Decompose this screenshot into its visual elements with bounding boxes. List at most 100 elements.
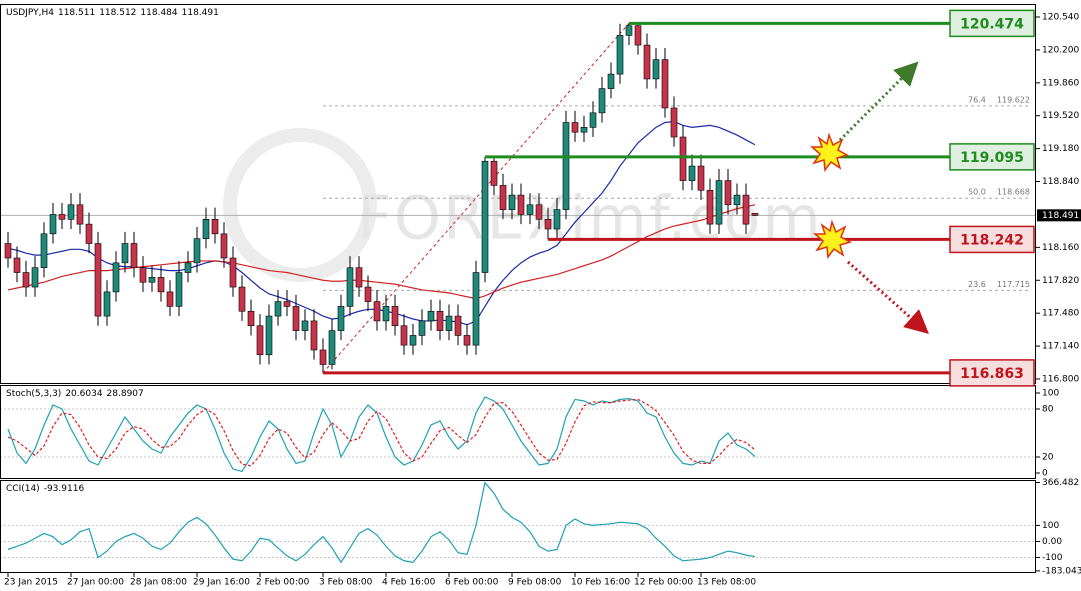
indicator-line [7,398,756,467]
candle-body [121,243,129,264]
candle-body [58,214,66,220]
candle-body [508,194,516,210]
candle-body [670,107,678,138]
price-label: 119.180 [1042,144,1079,154]
x-tick-label: 12 Feb 00:00 [634,578,693,588]
down-arrow [847,260,929,334]
candle-body [31,267,39,288]
candle-body [553,209,561,230]
fib-ratio: 23.6 [968,280,986,289]
stoch-signal: 28.8907 [106,389,144,399]
level-label: 119.095 [960,150,1024,166]
candle-body [742,194,750,225]
candle-body [310,320,318,351]
candle-body [409,335,417,346]
stoch-title: Stoch(5,3,3) [6,389,62,399]
candle-body [481,160,489,273]
candle-body [445,315,453,331]
price-label: 119.860 [1042,78,1079,88]
candle-body [337,306,345,331]
candle-body [562,122,570,210]
candle-body [679,136,687,181]
stoch-panel-border [0,385,1036,479]
candle-body [85,223,93,244]
level-box [949,143,1035,171]
price-label: 120.540 [1042,13,1079,23]
candle-body [184,262,192,273]
price-label: 119.520 [1042,111,1079,121]
symbol: USDJPY,H4 [6,8,54,18]
candle-body [364,286,372,302]
candle-body [661,59,669,109]
candle-body [40,233,48,268]
price-label: 120.200 [1042,45,1079,55]
candle-body [346,267,354,307]
candle-body [220,233,228,259]
candle-body [157,277,165,293]
candle-body [535,204,543,220]
candle-body [76,204,84,225]
indicator-tick-label: 0.00 [1042,537,1062,547]
candle-body [580,127,588,133]
price-label: 117.140 [1042,342,1079,352]
x-tick-label: 28 Jan 08:00 [130,578,187,588]
candle-body [328,330,336,365]
fib-price: 119.622 [997,95,1030,104]
x-tick-label: 29 Jan 16:00 [193,578,250,588]
ohlc-low: 118.484 [140,8,178,18]
price-label: 117.480 [1042,309,1079,319]
candle-body [607,73,615,89]
indicator-tick-label: 0 [1042,469,1048,479]
price-label: 118.840 [1042,177,1079,187]
candle-body [391,306,399,327]
x-tick-label: 3 Feb 08:00 [319,578,373,588]
candle-body [274,301,282,317]
candle-body [526,204,534,215]
indicator-tick-label: -183.0437 [1042,566,1081,576]
price-label: 118.160 [1042,243,1079,253]
ohlc-open: 118.511 [57,8,96,18]
candle-body [715,180,723,225]
level-label: 118.242 [960,232,1024,248]
candle-body [571,122,579,133]
level-box [949,9,1035,38]
indicator-tick-label: 20 [1042,453,1054,463]
candle-body [139,267,147,283]
candle-body [436,310,444,331]
candle-body [112,262,120,293]
level-box [949,359,1035,387]
x-tick-label: 4 Feb 16:00 [382,578,436,588]
level-box-tint [950,226,1034,253]
candle-body [598,88,606,114]
candle-body [67,204,75,220]
candle-body [472,272,480,346]
candle-body [355,267,363,288]
candle-body [130,243,138,268]
candle-body [22,272,30,288]
candle-body [175,272,183,307]
indicator-line [7,396,756,473]
cci-header: CCI(14) -93.9116 [6,484,88,494]
candle-body [454,315,462,336]
fib-ratio: 50.0 [968,188,986,197]
indicator-line [7,481,756,564]
x-tick-label: 23 Jan 2015 [4,578,58,588]
candle-body [688,165,696,181]
candle-body [463,335,471,346]
candle-body [706,189,714,225]
candle-body [625,25,633,36]
plot-layer: 76.4 119.622 50.0 118.668 23.6 117.715 [0,21,1036,564]
cci-value: -93.9116 [43,484,85,494]
candle-body [4,243,12,259]
x-tick-label: 2 Feb 00:00 [256,578,310,588]
x-tick-label: 13 Feb 08:00 [697,578,756,588]
candle-body [103,291,111,317]
x-tick-label: 9 Feb 08:00 [508,578,562,588]
candle-body [283,301,291,307]
candle-body [49,214,57,235]
level-label: 120.474 [960,16,1024,32]
main-panel-border [0,4,1036,384]
indicator-tick-label: 80 [1042,405,1054,415]
candle-body [256,325,264,356]
